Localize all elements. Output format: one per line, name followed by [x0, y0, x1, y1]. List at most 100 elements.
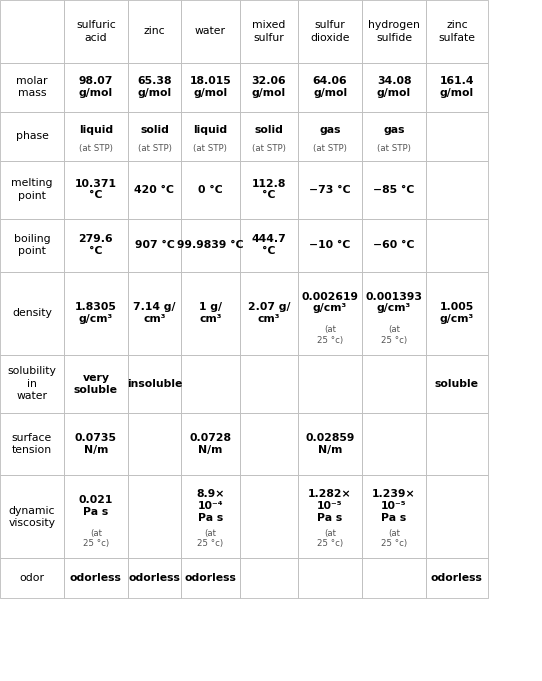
- Bar: [426, 558, 488, 598]
- Text: 444.7
°C: 444.7 °C: [251, 234, 286, 256]
- Bar: [128, 219, 181, 272]
- Bar: [426, 161, 488, 219]
- Text: zinc
sulfate: zinc sulfate: [438, 20, 475, 42]
- Text: density: density: [12, 308, 52, 318]
- Bar: [362, 0, 426, 63]
- Text: −60 °C: −60 °C: [373, 240, 415, 250]
- Text: 2.07 g/
cm³: 2.07 g/ cm³: [248, 302, 290, 324]
- Text: sulfuric
acid: sulfuric acid: [76, 20, 116, 42]
- Bar: [240, 161, 298, 219]
- Bar: [362, 413, 426, 475]
- Text: (at
25 °c): (at 25 °c): [317, 325, 343, 345]
- Bar: [64, 161, 128, 219]
- Text: (at STP): (at STP): [252, 144, 286, 153]
- Text: 1.239×
10⁻⁵
Pa s: 1.239× 10⁻⁵ Pa s: [372, 490, 416, 523]
- Bar: [0, 63, 64, 112]
- Text: liquid: liquid: [79, 125, 113, 135]
- Bar: [362, 112, 426, 161]
- Bar: [362, 63, 426, 112]
- Bar: [240, 558, 298, 598]
- Text: 0.002619
g/cm³: 0.002619 g/cm³: [301, 291, 359, 313]
- Text: liquid: liquid: [193, 125, 227, 135]
- Text: 907 °C: 907 °C: [134, 240, 175, 250]
- Text: 161.4
g/mol: 161.4 g/mol: [440, 76, 474, 98]
- Text: solid: solid: [140, 125, 169, 135]
- Text: mixed
sulfur: mixed sulfur: [252, 20, 286, 42]
- Text: 64.06
g/mol: 64.06 g/mol: [313, 76, 347, 98]
- Bar: [240, 413, 298, 475]
- Text: surface
tension: surface tension: [12, 433, 52, 455]
- Text: −85 °C: −85 °C: [373, 185, 415, 195]
- Bar: [181, 558, 240, 598]
- Text: 8.9×
10⁻⁴
Pa s: 8.9× 10⁻⁴ Pa s: [196, 490, 224, 523]
- Bar: [181, 0, 240, 63]
- Bar: [298, 475, 362, 558]
- Bar: [426, 112, 488, 161]
- Text: −73 °C: −73 °C: [309, 185, 351, 195]
- Text: very
soluble: very soluble: [74, 373, 118, 394]
- Bar: [240, 63, 298, 112]
- Text: 1.282×
10⁻⁵
Pa s: 1.282× 10⁻⁵ Pa s: [308, 490, 352, 523]
- Text: 98.07
g/mol: 98.07 g/mol: [79, 76, 113, 98]
- Text: phase: phase: [16, 131, 48, 141]
- Text: (at STP): (at STP): [138, 144, 171, 153]
- Bar: [362, 355, 426, 413]
- Bar: [64, 413, 128, 475]
- Bar: [240, 0, 298, 63]
- Bar: [128, 63, 181, 112]
- Bar: [426, 355, 488, 413]
- Bar: [298, 272, 362, 355]
- Text: 1 g/
cm³: 1 g/ cm³: [199, 302, 222, 324]
- Bar: [240, 475, 298, 558]
- Text: 0.0728
N/m: 0.0728 N/m: [189, 433, 231, 455]
- Bar: [64, 112, 128, 161]
- Bar: [0, 0, 64, 63]
- Text: odor: odor: [20, 573, 44, 583]
- Bar: [298, 63, 362, 112]
- Text: boiling
point: boiling point: [14, 234, 50, 256]
- Bar: [181, 272, 240, 355]
- Bar: [298, 112, 362, 161]
- Text: (at
25 °c): (at 25 °c): [381, 325, 407, 345]
- Text: odorless: odorless: [128, 573, 180, 583]
- Bar: [0, 219, 64, 272]
- Bar: [64, 63, 128, 112]
- Bar: [362, 558, 426, 598]
- Text: zinc: zinc: [144, 27, 165, 36]
- Text: odorless: odorless: [70, 573, 122, 583]
- Bar: [426, 475, 488, 558]
- Text: −10 °C: −10 °C: [309, 240, 351, 250]
- Text: 420 °C: 420 °C: [134, 185, 175, 195]
- Text: 0.02859
N/m: 0.02859 N/m: [305, 433, 355, 455]
- Text: (at STP): (at STP): [377, 144, 411, 153]
- Text: hydrogen
sulfide: hydrogen sulfide: [368, 20, 420, 42]
- Text: 7.14 g/
cm³: 7.14 g/ cm³: [133, 302, 176, 324]
- Bar: [181, 219, 240, 272]
- Text: 112.8
°C: 112.8 °C: [251, 179, 286, 200]
- Bar: [426, 0, 488, 63]
- Bar: [64, 475, 128, 558]
- Bar: [0, 355, 64, 413]
- Text: 32.06
g/mol: 32.06 g/mol: [251, 76, 286, 98]
- Bar: [240, 355, 298, 413]
- Bar: [128, 475, 181, 558]
- Text: molar
mass: molar mass: [16, 76, 48, 98]
- Text: 99.9839 °C: 99.9839 °C: [177, 240, 243, 250]
- Bar: [64, 355, 128, 413]
- Bar: [362, 475, 426, 558]
- Bar: [181, 161, 240, 219]
- Bar: [181, 63, 240, 112]
- Bar: [298, 219, 362, 272]
- Text: 1.8305
g/cm³: 1.8305 g/cm³: [75, 302, 117, 324]
- Text: melting
point: melting point: [11, 178, 53, 201]
- Bar: [0, 272, 64, 355]
- Bar: [426, 413, 488, 475]
- Bar: [362, 161, 426, 219]
- Bar: [128, 355, 181, 413]
- Text: dynamic
viscosity: dynamic viscosity: [9, 506, 55, 528]
- Bar: [64, 0, 128, 63]
- Text: gas: gas: [319, 125, 341, 135]
- Text: (at STP): (at STP): [193, 144, 227, 153]
- Bar: [0, 413, 64, 475]
- Bar: [0, 558, 64, 598]
